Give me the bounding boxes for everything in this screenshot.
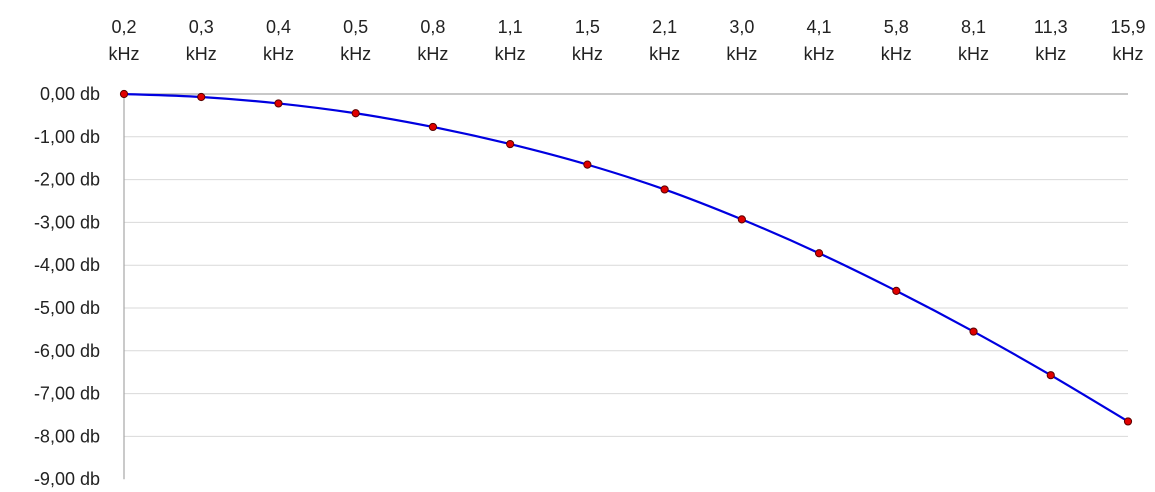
y-tick-label: -4,00 db [34,255,100,275]
series-line [123,92,1129,423]
x-tick-value: 5,8 [884,17,909,37]
data-point [660,185,669,194]
x-tick-unit: kHz [804,44,835,64]
y-tick-label: 0,00 db [40,84,100,104]
x-tick-unit: kHz [263,44,294,64]
y-tick-label: -2,00 db [34,170,100,190]
axes [123,93,1128,480]
x-tick-unit: kHz [881,44,912,64]
x-tick-label: 1,1 kHz [495,17,526,64]
x-tick-label: 11,3 kHz [1034,17,1068,64]
x-tick-value: 8,1 [961,17,986,37]
x-tick-label: 0,8 kHz [417,17,448,64]
x-axis-tick-labels: 0,2 kHz 0,3 kHz 0,4 kHz 0,5 kHz 0,8 kHz 1,1 kHz 1,5 k… [109,17,1146,64]
y-tick-label: -6,00 db [34,341,100,361]
data-point [814,249,824,258]
x-tick-unit: kHz [1035,44,1066,64]
x-tick-unit: kHz [726,44,757,64]
x-tick-value: 0,5 [343,17,368,37]
x-tick-unit: kHz [958,44,989,64]
x-tick-value: 2,1 [652,17,677,37]
x-tick-unit: kHz [649,44,680,64]
y-axis-tick-labels: 0,00 db -1,00 db -2,00 db -3,00 db -4,00 db -… [34,84,100,489]
x-tick-label: 0,5 kHz [340,17,371,64]
data-point [428,122,438,132]
x-tick-label: 5,8 kHz [881,17,912,64]
data-point [506,139,515,149]
x-tick-value: 0,8 [420,17,445,37]
x-tick-value: 0,4 [266,17,291,37]
x-tick-label: 2,1 kHz [649,17,680,64]
x-tick-unit: kHz [572,44,603,64]
x-tick-value: 0,3 [189,17,214,37]
x-tick-value: 11,3 [1034,17,1068,37]
data-point [583,160,592,169]
x-tick-label: 8,1 kHz [958,17,989,64]
x-tick-unit: kHz [1113,44,1144,64]
data-point [892,286,901,295]
y-tick-label: -8,00 db [34,426,100,446]
x-tick-unit: kHz [417,44,448,64]
x-tick-unit: kHz [109,44,140,64]
x-tick-value: 1,5 [575,17,600,37]
x-tick-label: 0,3 kHz [186,17,217,64]
data-point [1046,371,1055,380]
x-tick-unit: kHz [340,44,371,64]
x-tick-unit: kHz [186,44,217,64]
y-tick-label: -7,00 db [34,384,100,404]
x-tick-value: 0,2 [111,17,136,37]
y-tick-label: -9,00 db [34,469,100,489]
x-tick-label: 4,1 kHz [804,17,835,64]
x-tick-value: 3,0 [729,17,754,37]
marker-group [119,89,1133,426]
data-point [197,92,206,102]
x-tick-unit: kHz [495,44,526,64]
series-group [123,92,1129,423]
x-tick-value: 1,1 [498,17,523,37]
x-tick-label: 1,5 kHz [572,17,603,64]
x-tick-label: 3,0 kHz [726,17,757,64]
x-tick-value: 15,9 [1110,17,1145,37]
data-point [274,99,283,108]
data-point [969,327,978,336]
x-tick-label: 0,2 kHz [109,17,140,64]
x-tick-label: 0,4 kHz [263,17,294,64]
gridlines [124,136,1128,437]
x-tick-value: 4,1 [807,17,832,37]
data-point [737,215,746,224]
y-tick-label: -5,00 db [34,298,100,318]
x-tick-label: 15,9 kHz [1110,17,1145,64]
y-tick-label: -3,00 db [34,212,100,232]
data-point [1123,417,1133,426]
data-point [119,89,129,99]
y-tick-label: -1,00 db [34,127,100,147]
data-point [351,109,360,118]
